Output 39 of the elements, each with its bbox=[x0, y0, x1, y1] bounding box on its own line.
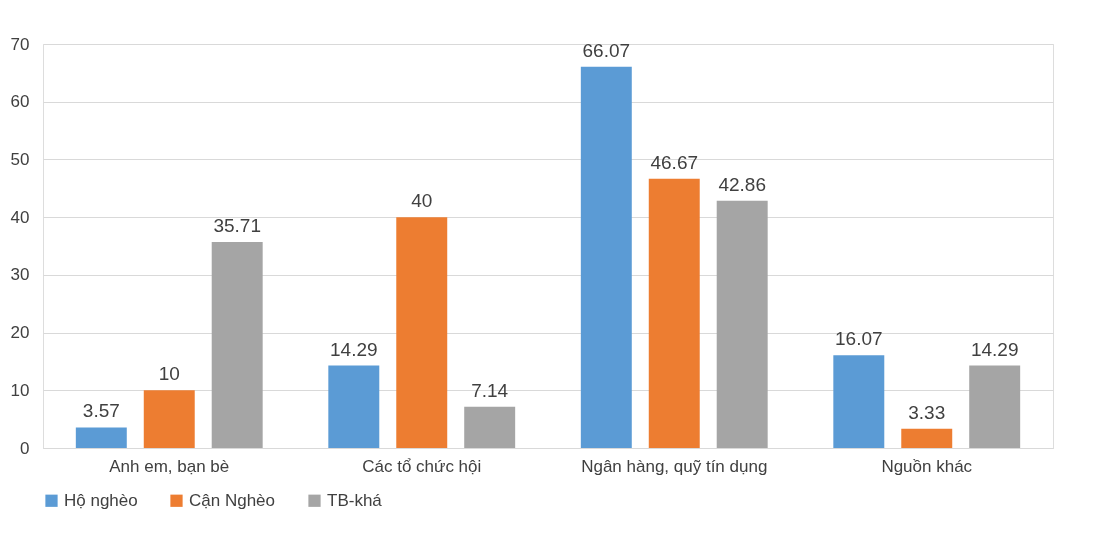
x-tick-label: Ngân hàng, quỹ tín dụng bbox=[581, 456, 768, 476]
bar bbox=[143, 390, 195, 448]
bar bbox=[969, 365, 1021, 448]
y-tick-label: 30 bbox=[10, 265, 30, 285]
bar bbox=[75, 427, 127, 448]
y-tick-label: 0 bbox=[20, 438, 30, 458]
bar bbox=[464, 406, 516, 448]
data-label: 66.07 bbox=[582, 39, 631, 61]
data-label: 40 bbox=[411, 190, 433, 212]
y-tick-label: 50 bbox=[10, 149, 30, 169]
data-label: 3.57 bbox=[82, 400, 120, 422]
y-tick-label: 60 bbox=[10, 92, 30, 112]
bar bbox=[580, 66, 632, 448]
y-tick-label: 40 bbox=[10, 207, 30, 227]
data-label: 14.29 bbox=[330, 338, 378, 360]
data-label: 7.14 bbox=[471, 379, 509, 401]
bar bbox=[901, 428, 953, 448]
legend-label: Cận Nghèo bbox=[189, 490, 276, 510]
bar bbox=[211, 241, 263, 448]
y-tick-label: 20 bbox=[10, 323, 30, 343]
data-label: 16.07 bbox=[835, 328, 883, 350]
bar bbox=[716, 200, 768, 448]
bar bbox=[833, 355, 885, 448]
data-label: 35.71 bbox=[213, 214, 261, 236]
bar bbox=[396, 217, 448, 448]
data-label: 42.86 bbox=[718, 173, 766, 195]
data-label: 10 bbox=[158, 363, 180, 385]
legend-label: TB-khá bbox=[327, 490, 383, 510]
data-label: 46.67 bbox=[650, 151, 699, 173]
legend-label: Hộ nghèo bbox=[64, 490, 138, 510]
bar bbox=[328, 365, 380, 448]
data-label: 3.33 bbox=[908, 401, 946, 423]
data-label: 14.29 bbox=[970, 338, 1019, 360]
bar bbox=[648, 178, 700, 448]
y-tick-label: 70 bbox=[10, 34, 30, 54]
y-tick-label: 10 bbox=[10, 380, 30, 400]
x-tick-label: Các tổ chức hội bbox=[362, 456, 482, 476]
x-tick-label: Nguồn khác bbox=[881, 456, 973, 476]
x-tick-label: Anh em, bạn bè bbox=[109, 456, 230, 476]
